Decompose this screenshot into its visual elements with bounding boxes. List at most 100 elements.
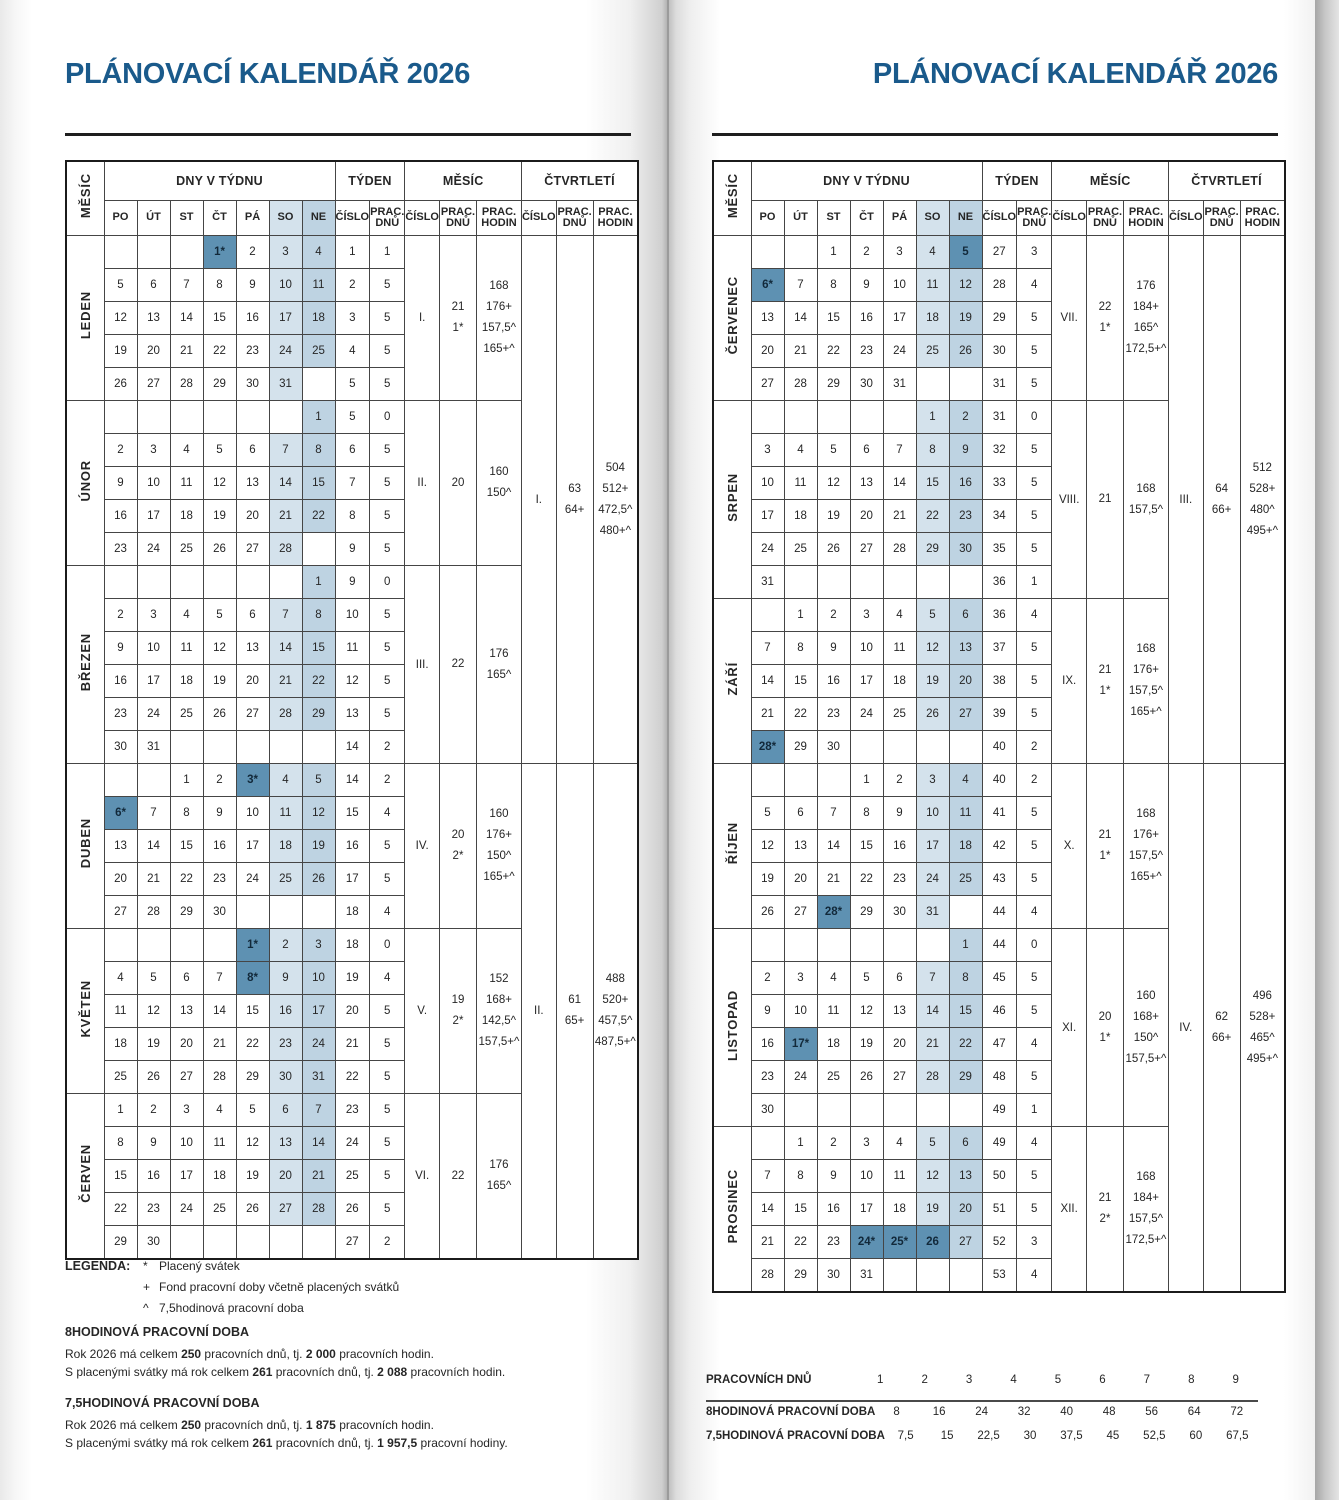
month-workhours-cell: 168 176+ 157,5^ 165+^ — [475, 235, 522, 401]
mini-value: 8 — [893, 1406, 900, 1418]
month-workdays-cell: 22 1* — [1085, 235, 1124, 401]
month-workdays-cell: 21 — [1085, 400, 1124, 599]
day-cell: 16 — [948, 466, 983, 500]
day-cell — [268, 730, 303, 764]
day-cell — [783, 763, 818, 797]
day-cell: 17 — [882, 301, 917, 335]
day-cell: 7 — [915, 961, 950, 995]
day-cell — [103, 235, 138, 269]
day-cell: 8 — [849, 796, 884, 830]
day-cell: 9 — [948, 433, 983, 467]
day-cell: 12 — [202, 466, 237, 500]
week-row: 19 20 21 22 23 24 25 43 5 — [713, 862, 1285, 896]
day-cell — [136, 763, 171, 797]
day-cell: 5 — [849, 961, 884, 995]
day-cell: 29 — [948, 1060, 983, 1094]
day-cell — [816, 1093, 851, 1127]
day-cell — [169, 565, 204, 599]
day-cell: 14 — [750, 664, 785, 698]
day-cell: 17 — [849, 664, 884, 698]
month-number-cell: VI. — [404, 1093, 440, 1260]
day-cell: 4 — [268, 763, 303, 797]
week-row: 18 19 20 21 22 23 24 21 5 — [66, 1027, 638, 1061]
day-cell: 1* — [235, 928, 270, 962]
day-cell: 30 — [948, 532, 983, 566]
week-number-cell: 12 — [334, 664, 371, 698]
month-label-cell: PROSINEC — [712, 1126, 752, 1293]
week-row: 28 29 30 31 53 4 — [713, 1258, 1285, 1293]
header-mesic-label: MĚSÍC — [724, 173, 740, 219]
day-cell: 9 — [103, 631, 138, 665]
week-row: 16 17 18 19 20 21 22 8 5 — [66, 499, 638, 533]
day-cell: 30 — [103, 730, 138, 764]
week-workdays-cell: 5 — [1016, 961, 1053, 995]
mini-data-row: 7,5HODINOVÁ PRACOVNÍ DOBA 7,5 15 22,5 30 37,5… — [706, 1430, 1258, 1454]
day-cell: 2 — [849, 235, 884, 269]
day-cell: 8 — [301, 598, 336, 632]
quarter-workhours-cell: 496 528+ 465^ 495+^ — [1239, 763, 1286, 1293]
day-cell: 9 — [816, 631, 851, 665]
header-day-0: PO — [103, 200, 138, 236]
day-cell — [783, 1093, 818, 1127]
week-workdays-cell: 3 — [1016, 1225, 1053, 1259]
day-cell: 8 — [103, 1126, 138, 1160]
header-mesic-group: MĚSÍC — [404, 160, 522, 201]
day-cell: 3 — [136, 598, 171, 632]
day-cell: 28* — [750, 730, 785, 764]
week-number-cell: 25 — [334, 1159, 371, 1193]
week-number-cell: 46 — [981, 994, 1018, 1028]
day-cell: 2 — [136, 1093, 171, 1127]
day-cell: 22 — [783, 697, 818, 731]
day-cell: 17* — [783, 1027, 818, 1061]
header-day-5: SO — [915, 200, 950, 236]
day-cell: 30 — [816, 730, 851, 764]
header-tyden-prac-dnu: PRAC. DNŮ — [1016, 200, 1053, 236]
month-name: PROSINEC — [724, 1169, 740, 1244]
day-cell: 19 — [202, 499, 237, 533]
week-row: 9 10 11 12 13 14 15 7 5 — [66, 466, 638, 500]
day-cell: 1* — [202, 235, 237, 269]
summary-text: Rok 2026 má celkem — [65, 1347, 182, 1361]
day-cell — [849, 565, 884, 599]
week-number-cell: 40 — [981, 763, 1018, 797]
week-number-cell: 16 — [334, 829, 371, 863]
day-cell: 14 — [301, 1126, 336, 1160]
legend: LEGENDA: * Placený svátek + Fond pracovní do… — [65, 1256, 399, 1319]
day-cell: 11 — [882, 631, 917, 665]
day-cell: 10 — [301, 961, 336, 995]
month-name: BŘEZEN — [77, 632, 93, 692]
day-cell: 19 — [202, 664, 237, 698]
month-label-cell: LEDEN — [65, 235, 105, 401]
week-number-cell: 36 — [981, 565, 1018, 599]
day-cell — [783, 235, 818, 269]
month-workhours-cell: 152 168+ 142,5^ 157,5+^ — [475, 928, 522, 1094]
month-workhours-cell: 160 168+ 150^ 157,5+^ — [1122, 928, 1169, 1127]
day-cell: 14 — [202, 994, 237, 1028]
header-ctvrtleti-prac-hodin: PRAC. HODIN — [592, 200, 639, 236]
month-number-cell: IV. — [404, 763, 440, 929]
summary-text: pracovních dnů, tj. — [272, 1365, 378, 1379]
month-name: ÚNOR — [77, 459, 93, 502]
day-cell: 18 — [103, 1027, 138, 1061]
day-cell: 20 — [849, 499, 884, 533]
day-cell: 15 — [915, 466, 950, 500]
week-workdays-cell: 5 — [1016, 433, 1053, 467]
summary-block: 8HODINOVÁ PRACOVNÍ DOBA Rok 2026 má celke… — [65, 1325, 508, 1381]
mini-column-header: 2 — [921, 1374, 928, 1386]
week-workdays-cell: 5 — [369, 1126, 406, 1160]
week-workdays-cell: 0 — [369, 928, 406, 962]
day-cell: 28 — [882, 532, 917, 566]
week-row: 23 24 25 26 27 28 29 48 5 — [713, 1060, 1285, 1094]
week-workdays-cell: 5 — [369, 1159, 406, 1193]
day-cell — [948, 1258, 983, 1293]
week-workdays-cell: 4 — [369, 796, 406, 830]
quarter-workdays-cell: 64 66+ — [1202, 235, 1241, 764]
week-row: ČERVENEC 1 2 3 4 5 27 3 VII. 22 1* 176 184+ 165^ 1… — [712, 235, 1286, 764]
day-cell: 7 — [202, 961, 237, 995]
day-cell — [915, 565, 950, 599]
day-cell: 20 — [750, 334, 785, 368]
day-cell: 8 — [169, 796, 204, 830]
month-number-cell: XI. — [1051, 928, 1087, 1127]
header-row-groups: MĚSÍC DNY V TÝDNU TÝDEN MĚSÍC ČTVRTLETÍ — [65, 160, 639, 236]
summary-number: 250 — [181, 1347, 202, 1361]
